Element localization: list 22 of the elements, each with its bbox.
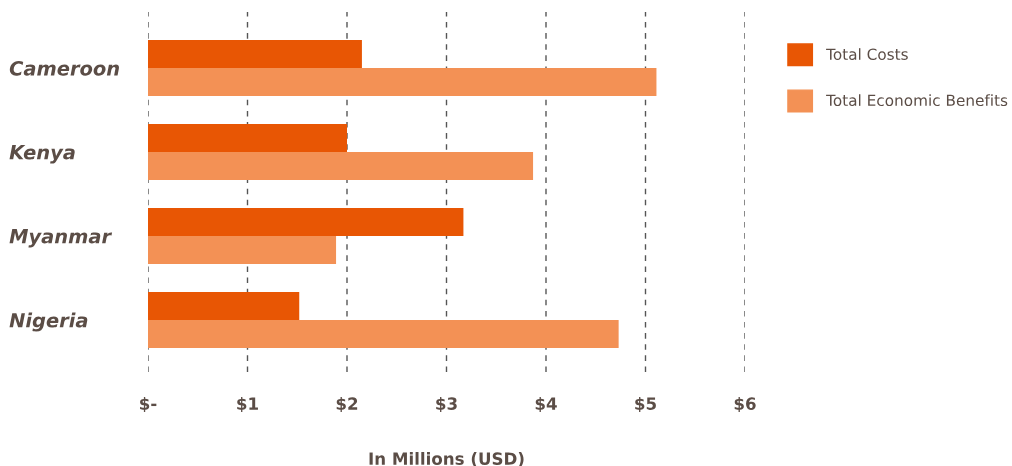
x-tick-label: $2: [336, 397, 358, 413]
bar: [148, 319, 619, 348]
x-tick-label: $-: [140, 397, 157, 413]
x-tick-label: $3: [436, 397, 457, 413]
legend-label: Total Economic Benefits: [826, 94, 1008, 107]
y-tick-label: Cameroon: [9, 60, 119, 76]
x-tick-label: $1: [237, 397, 258, 413]
bar: [148, 40, 362, 69]
x-tick-label: $5: [635, 397, 656, 413]
y-tick-label: Kenya: [9, 145, 75, 164]
x-tick-label: $4: [535, 397, 557, 413]
bar: [148, 68, 657, 96]
x-axis-title: In Millions (USD): [369, 452, 524, 466]
y-tick-label: Myanmar: [9, 229, 113, 248]
bar: [148, 151, 534, 180]
bar: [148, 124, 347, 152]
bar: [148, 235, 337, 264]
y-tick-label: Nigeria: [9, 312, 88, 332]
legend-label: Total Costs: [826, 48, 908, 60]
x-tick-label: $6: [734, 397, 756, 413]
bar: [148, 208, 464, 236]
bar: [148, 291, 300, 320]
